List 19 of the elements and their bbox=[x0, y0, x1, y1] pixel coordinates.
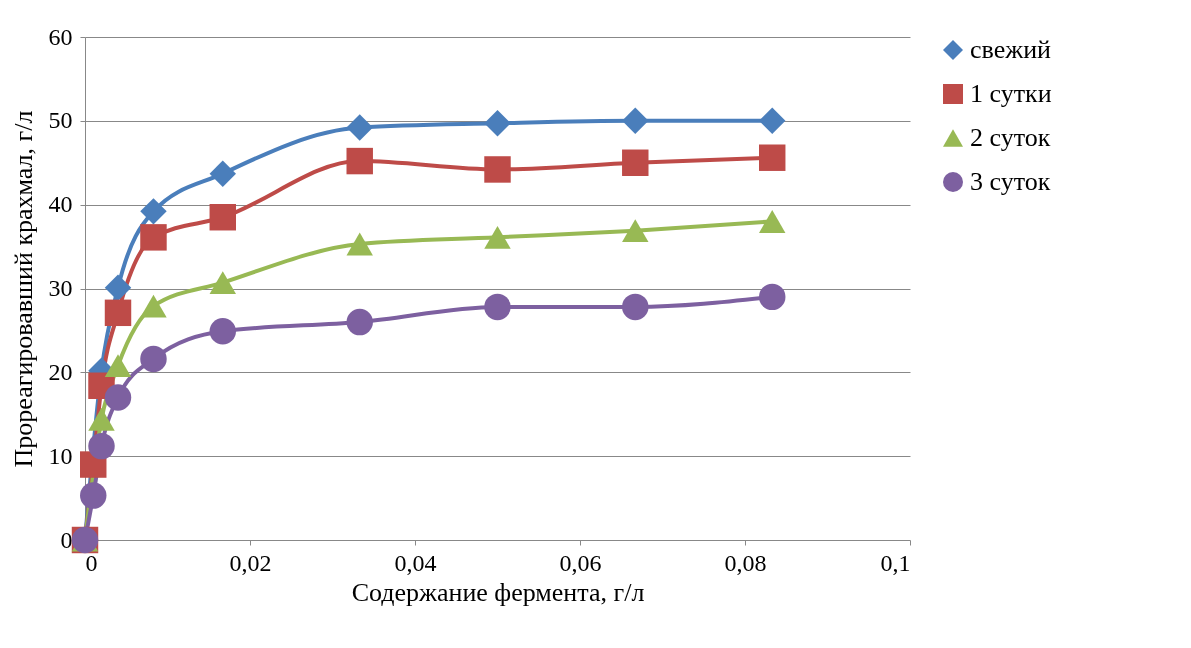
x-tick-label: 0,1 bbox=[880, 549, 911, 576]
x-tick-label: 0,02 bbox=[229, 549, 272, 576]
y-tick-label: 40 bbox=[48, 191, 73, 218]
x-tick-label: 0 bbox=[85, 549, 98, 576]
y-tick-label: 30 bbox=[48, 275, 73, 301]
y-tick-label: 10 bbox=[48, 442, 73, 469]
x-tick-label: 0,08 bbox=[724, 549, 767, 576]
y-tick-label: 60 bbox=[48, 23, 73, 50]
x-tick-label: 0,06 bbox=[559, 549, 602, 576]
legend-label: 2 суток bbox=[970, 123, 1051, 152]
legend-label: 3 суток bbox=[970, 167, 1051, 196]
x-tick-label: 0,04 bbox=[394, 549, 437, 576]
x-axis-title: Содержание фермента, г/л bbox=[351, 577, 645, 607]
y-tick-label: 20 bbox=[48, 358, 73, 385]
y-tick-label: 50 bbox=[48, 107, 73, 134]
y-tick-label: 0 bbox=[60, 526, 73, 553]
legend-label: свежий bbox=[970, 35, 1052, 64]
legend-label: 1 сутки bbox=[970, 79, 1052, 108]
y-axis-title: Прореагировавший крахмал, г/л bbox=[8, 110, 38, 468]
